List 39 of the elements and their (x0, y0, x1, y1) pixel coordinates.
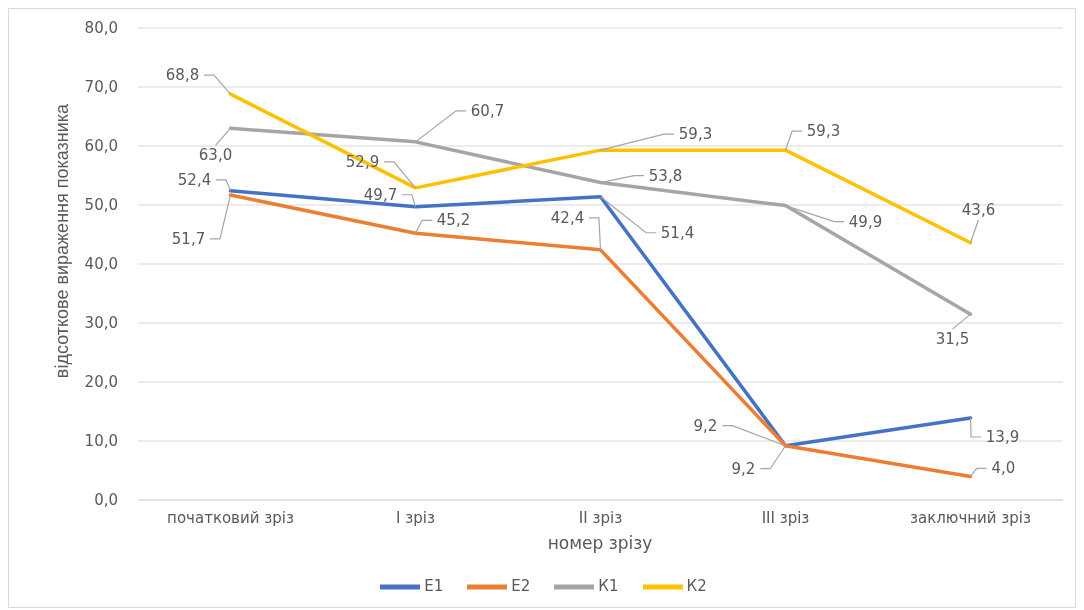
legend-label: Е1 (424, 576, 445, 595)
x-tick-label: I зріз (396, 508, 435, 527)
data-label: 49,7 (363, 185, 398, 204)
y-tick-label: 80,0 (84, 19, 118, 38)
y-tick-label: 0,0 (94, 491, 118, 510)
y-axis-title: відсоткове вираження показника (51, 103, 73, 379)
x-tick-label: III зріз (761, 508, 810, 527)
y-tick-label: 20,0 (84, 373, 118, 392)
data-label: 52,4 (177, 170, 212, 189)
data-label: 43,6 (961, 200, 996, 219)
data-label: 51,7 (171, 229, 206, 248)
data-label: 53,8 (648, 166, 683, 185)
x-tick-label: початковий зріз (167, 508, 294, 527)
x-axis-title: номер зрізу (547, 533, 653, 553)
data-label: 59,3 (678, 125, 713, 144)
data-label: 60,7 (470, 101, 505, 120)
data-label: 51,4 (660, 223, 695, 242)
data-label: 59,3 (806, 122, 841, 141)
x-tick-label: заключний зріз (909, 508, 1032, 527)
y-tick-label: 30,0 (84, 314, 118, 333)
x-tick-label: II зріз (578, 508, 623, 527)
y-tick-label: 10,0 (84, 432, 118, 451)
y-tick-label: 50,0 (84, 196, 118, 215)
data-label: 42,4 (550, 208, 585, 227)
data-label: 63,0 (198, 146, 233, 165)
legend-label: К1 (598, 576, 620, 595)
data-label: 13,9 (985, 427, 1020, 446)
data-label: 31,5 (935, 330, 970, 349)
y-tick-label: 40,0 (84, 255, 118, 274)
data-label: 68,8 (165, 66, 200, 85)
legend-label: К2 (686, 576, 708, 595)
legend-label: Е2 (511, 576, 532, 595)
data-label: 9,2 (693, 416, 718, 435)
data-label: 49,9 (848, 212, 883, 231)
y-tick-label: 60,0 (84, 137, 118, 156)
data-label: 9,2 (731, 459, 756, 478)
data-label: 45,2 (436, 211, 471, 230)
data-label: 4,0 (991, 459, 1016, 478)
y-tick-label: 70,0 (84, 78, 118, 97)
